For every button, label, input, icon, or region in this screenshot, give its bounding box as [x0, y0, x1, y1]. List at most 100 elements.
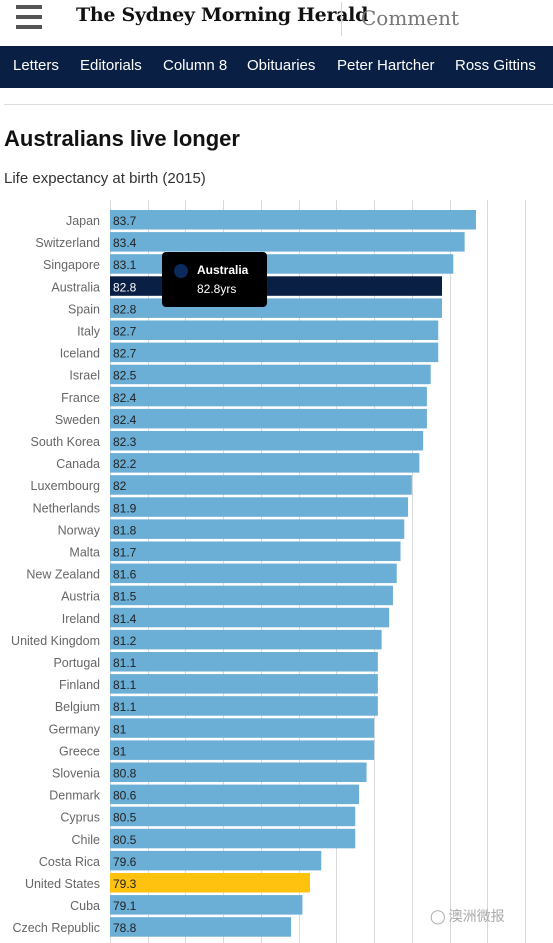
nav-item-obituaries[interactable]: Obituaries [247, 57, 316, 74]
bar-france [110, 386, 427, 407]
bar-israel [110, 364, 431, 385]
bar-sweden [110, 408, 427, 429]
category-label: France [61, 391, 100, 405]
bar-norway [110, 519, 405, 539]
bar-portugal [110, 652, 378, 672]
nav-item-peter-hartcher[interactable]: Peter Hartcher [337, 57, 435, 74]
data-label: 81.7 [113, 546, 137, 560]
data-label: 78.8 [113, 921, 137, 935]
data-label: 81 [113, 744, 127, 758]
data-label: 79.3 [113, 877, 137, 891]
bar-germany [110, 718, 375, 738]
bar-belgium [110, 696, 378, 716]
chart-title: Australians live longer [4, 126, 240, 151]
bar-switzerland [110, 232, 465, 252]
chat-bubble-icon: ◯ [430, 908, 446, 924]
category-label: Czech Republic [12, 921, 100, 935]
watermark-text: 澳洲微报 [448, 908, 505, 924]
bar-new-zealand [110, 563, 397, 584]
bar-finland [110, 674, 378, 694]
data-label: 82.7 [113, 347, 137, 361]
category-label: Canada [56, 457, 100, 471]
data-label: 80.8 [113, 767, 137, 781]
category-label: Slovenia [52, 767, 100, 781]
category-label: Singapore [43, 258, 100, 272]
bar-malta [110, 541, 401, 561]
data-label: 80.5 [113, 833, 137, 847]
nav-item-column-8[interactable]: Column 8 [163, 57, 228, 74]
category-label: Japan [66, 214, 100, 228]
category-label: Spain [68, 302, 100, 316]
data-label: 82.4 [113, 391, 137, 405]
watermark: ◯ 澳洲微报 [430, 906, 505, 926]
category-label: United Kingdom [11, 634, 100, 648]
category-label: Iceland [60, 347, 100, 361]
data-label: 81.8 [113, 523, 137, 537]
bar-czech-republic [110, 917, 292, 937]
masthead-logo[interactable]: The Sydney Morning Herald [76, 4, 369, 26]
bar-italy [110, 320, 439, 340]
nav-item-letters[interactable]: Letters [13, 57, 59, 74]
category-label: Norway [58, 523, 101, 537]
category-label: Malta [69, 546, 100, 560]
bar-iceland [110, 342, 439, 363]
data-label: 82.3 [113, 435, 137, 449]
tooltip-series-dot [174, 264, 188, 278]
category-label: Finland [59, 678, 100, 692]
data-label: 82.7 [113, 325, 137, 339]
category-label: Cyprus [60, 811, 100, 825]
chart-tooltip: Australia 82.8yrs [162, 252, 267, 307]
data-label: 82 [113, 479, 127, 493]
category-label: Cuba [70, 899, 100, 913]
data-label: 83.1 [113, 258, 137, 272]
category-label: Ireland [62, 612, 100, 626]
bar-australia [110, 276, 442, 296]
bar-south-korea [110, 431, 424, 451]
tooltip-country: Australia [197, 263, 249, 277]
data-label: 81.4 [113, 612, 137, 626]
bar-costa-rica [110, 850, 322, 871]
data-label: 81.5 [113, 590, 137, 604]
bar-luxembourg [110, 475, 412, 495]
section-nav: Letters Editorials Column 8 Obituaries P… [0, 46, 553, 88]
data-label: 82.2 [113, 457, 137, 471]
data-label: 81.6 [113, 568, 137, 582]
data-label: 79.1 [113, 899, 137, 913]
category-label: Germany [49, 722, 101, 736]
chart-subtitle: Life expectancy at birth (2015) [4, 170, 206, 187]
bar-austria [110, 585, 393, 606]
category-label: Belgium [55, 700, 100, 714]
data-label: 82.4 [113, 413, 137, 427]
data-label: 81 [113, 722, 127, 736]
category-label: Greece [59, 744, 100, 758]
data-label: 79.6 [113, 855, 137, 869]
bar-ireland [110, 607, 390, 628]
nav-item-editorials[interactable]: Editorials [80, 57, 142, 74]
site-header: The Sydney Morning Herald Comment [0, 0, 553, 46]
category-label: Chile [72, 833, 101, 847]
bar-spain [110, 298, 442, 318]
tooltip-value: 82.8yrs [197, 282, 237, 296]
category-label: Denmark [49, 789, 100, 803]
category-label: New Zealand [26, 568, 100, 582]
data-label: 80.6 [113, 789, 137, 803]
bar-slovenia [110, 762, 367, 782]
data-label: 81.2 [113, 634, 137, 648]
nav-item-ross-gittins[interactable]: Ross Gittins [455, 57, 536, 74]
data-label: 81.1 [113, 700, 137, 714]
category-label: Italy [77, 325, 101, 339]
category-label: Sweden [55, 413, 100, 427]
menu-icon[interactable] [16, 5, 42, 31]
bar-cyprus [110, 806, 356, 827]
data-label: 82.8 [113, 280, 137, 294]
section-name[interactable]: Comment [361, 6, 460, 30]
data-label: 81.1 [113, 656, 137, 670]
bar-greece [110, 740, 375, 760]
bar-netherlands [110, 497, 409, 517]
category-label: Netherlands [33, 501, 100, 515]
bar-chart: Japan 83.7 Switzerland 83.4 Singapore 83.1 Aus… [11, 200, 526, 943]
data-label: 81.9 [113, 501, 137, 515]
bar-chile [110, 828, 356, 849]
category-label: Luxembourg [31, 479, 101, 493]
data-label: 80.5 [113, 811, 137, 825]
